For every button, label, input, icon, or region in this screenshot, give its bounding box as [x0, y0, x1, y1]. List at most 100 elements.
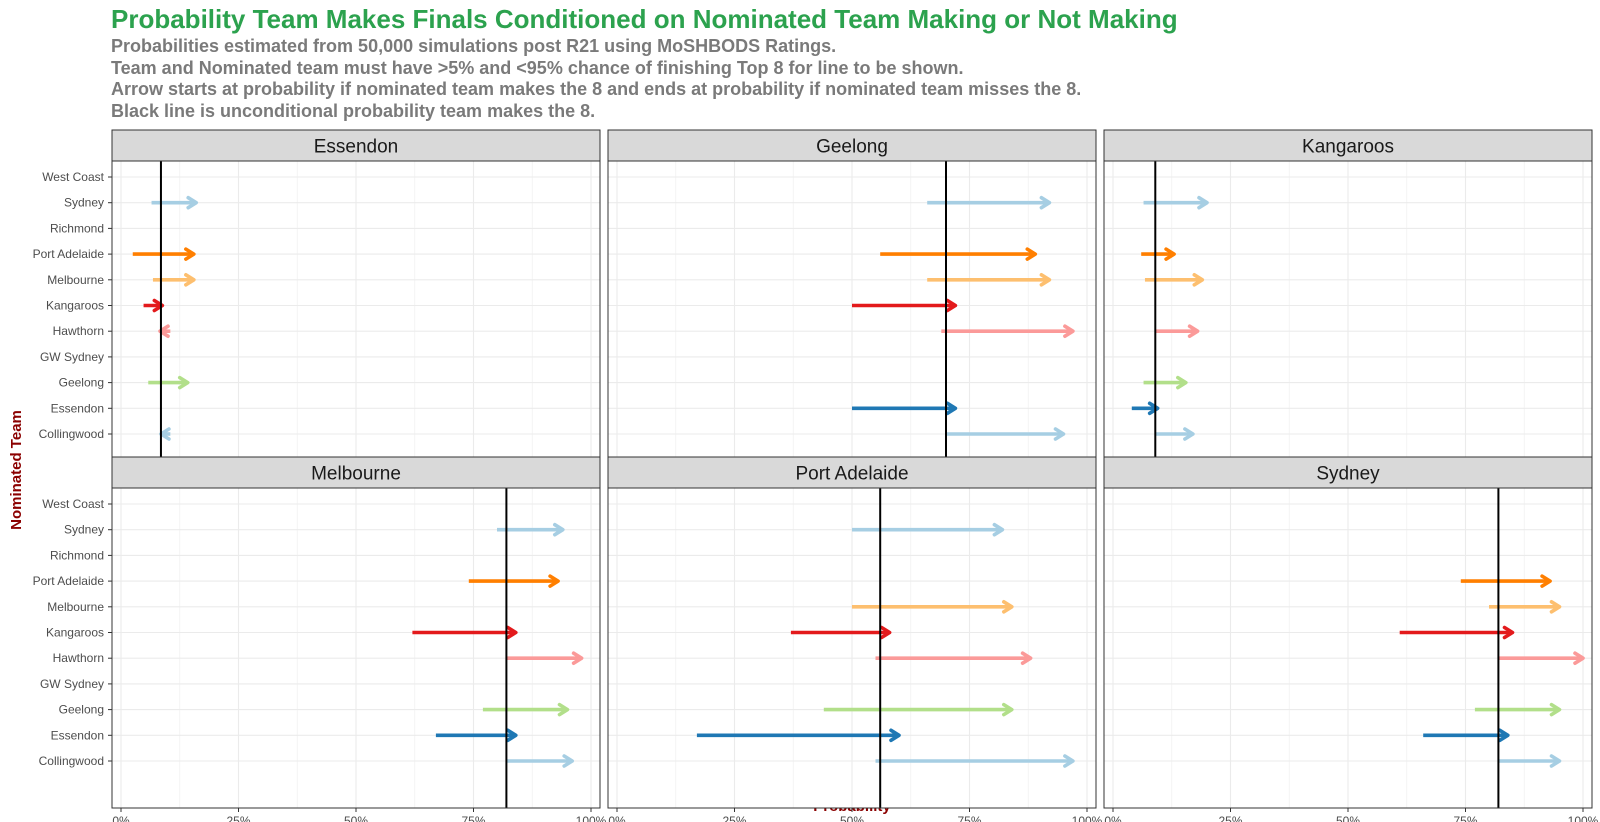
y-tick-label: Kangaroos	[46, 299, 104, 313]
arrow-collingwood	[1155, 427, 1195, 441]
x-tick-label: 50%	[840, 814, 864, 822]
arrow-geelong	[482, 702, 570, 717]
subtitle-line-3: Arrow starts at probability if nominated…	[111, 79, 1082, 99]
arrow-head	[1573, 651, 1585, 666]
arrow-head	[1549, 702, 1562, 717]
arrow-sydney	[927, 195, 1052, 210]
y-tick-label: Melbourne	[47, 273, 104, 287]
arrow-head	[186, 195, 198, 210]
arrow-head	[889, 728, 901, 743]
arrow-head	[1025, 247, 1038, 261]
x-tick-label: 0%	[608, 814, 626, 822]
facet-title: Kangaroos	[1302, 137, 1394, 158]
arrow-head	[945, 298, 958, 313]
arrow-head	[152, 298, 165, 313]
arrow-geelong	[1143, 375, 1188, 390]
arrow-head	[184, 247, 196, 261]
y-tick-label: Essendon	[51, 401, 104, 415]
arrow-geelong	[1474, 702, 1562, 717]
y-tick-label: Collingwood	[39, 427, 104, 441]
arrow-head	[1063, 754, 1075, 768]
arrow-port-adelaide	[880, 247, 1038, 261]
x-tick-label: 100%	[1072, 814, 1103, 822]
y-tick-label: Kangaroos	[46, 626, 104, 640]
y-tick-label: West Coast	[42, 170, 104, 184]
arrow-head	[177, 375, 190, 390]
x-tick-label: 50%	[1336, 814, 1360, 822]
x-tick-label: 75%	[461, 814, 485, 822]
arrow-essendon	[852, 401, 958, 416]
arrow-hawthorn	[506, 651, 584, 666]
arrow-head	[1039, 272, 1052, 287]
arrow-head	[1039, 195, 1052, 210]
arrow-hawthorn	[1155, 324, 1200, 339]
facet-essendon: Essendon West Coast Sydney Richmond Port Ade…	[33, 129, 601, 482]
subtitle-line-4: Black line is unconditional probability …	[111, 100, 596, 121]
arrow-head	[184, 272, 196, 287]
x-tick-label: 75%	[957, 814, 981, 822]
facet-title: Sydney	[1316, 464, 1380, 485]
x-tick-label: 100%	[1568, 814, 1599, 822]
x-tick-label: 25%	[1218, 814, 1242, 822]
arrow-sydney	[1143, 195, 1209, 210]
facet-melbourne: Melbourne West Coast Sydney Richmond Port Ad…	[33, 456, 607, 822]
arrow-head	[1502, 625, 1515, 640]
arrow-head	[1549, 599, 1562, 614]
arrow-essendon	[696, 728, 901, 743]
y-tick-label: Sydney	[64, 196, 104, 210]
arrow-sydney	[852, 522, 1005, 537]
arrow-geelong	[823, 702, 1014, 717]
arrow-head	[1540, 574, 1552, 588]
y-tick-label: Melbourne	[47, 600, 104, 614]
subtitle-line-2: Team and Nominated team must have >5% an…	[111, 57, 964, 78]
arrow-head	[1053, 427, 1066, 441]
arrow-head	[571, 651, 584, 666]
arrow-kangaroos	[412, 625, 518, 640]
arrow-port-adelaide	[132, 247, 196, 261]
y-tick-label: Hawthorn	[53, 651, 104, 665]
arrow-essendon	[1131, 401, 1160, 416]
facet-title: Melbourne	[311, 464, 401, 485]
y-tick-label: West Coast	[42, 497, 104, 511]
y-tick-label: Richmond	[50, 221, 104, 235]
arrow-head	[1549, 754, 1562, 768]
arrow-hawthorn	[1498, 651, 1585, 666]
facet-geelong: Geelong	[607, 129, 1097, 482]
arrow-collingwood	[1498, 754, 1562, 768]
arrow-kangaroos	[143, 298, 165, 313]
arrow-essendon	[435, 728, 518, 743]
arrow-head	[557, 702, 570, 717]
x-tick-label: 50%	[344, 814, 368, 822]
facet-sydney: Sydney 0% 25% 50% 75% 100%	[1103, 456, 1599, 822]
arrow-head	[992, 522, 1005, 537]
chart-title: Probability Team Makes Finals Conditione…	[111, 4, 1178, 34]
y-tick-label: Collingwood	[39, 754, 104, 768]
arrow-kangaroos	[852, 298, 958, 313]
arrow-kangaroos	[1399, 625, 1515, 640]
title-block: Probability Team Makes Finals Conditione…	[111, 2, 1178, 122]
arrow-head	[1183, 427, 1195, 441]
facet-kangaroos: Kangaroos	[1103, 129, 1593, 482]
arrow-head	[505, 625, 518, 640]
arrow-collingwood	[875, 754, 1075, 768]
subtitle-line-1: Probabilities estimated from 50,000 simu…	[111, 36, 837, 56]
arrow-sydney	[151, 195, 198, 210]
y-tick-label: Hawthorn	[53, 324, 104, 338]
facet-title: Port Adelaide	[795, 464, 908, 485]
x-tick-label: 0%	[112, 814, 130, 822]
arrow-sydney	[497, 522, 565, 537]
arrow-head	[1197, 195, 1209, 210]
arrow-head	[1020, 651, 1033, 666]
y-tick-label: Geelong	[59, 703, 104, 717]
x-tick-label: 75%	[1453, 814, 1477, 822]
arrow-head	[505, 728, 518, 743]
facet-strip	[607, 456, 1097, 489]
arrow-geelong	[148, 375, 190, 390]
x-tick-label: 25%	[226, 814, 250, 822]
x-tick-label: 100%	[576, 814, 607, 822]
facet-title: Geelong	[816, 137, 888, 158]
arrow-head	[1164, 247, 1176, 261]
facet-strip	[1103, 129, 1593, 162]
y-axis-title: Nominated Team	[8, 410, 25, 530]
arrow-head	[1187, 324, 1200, 339]
